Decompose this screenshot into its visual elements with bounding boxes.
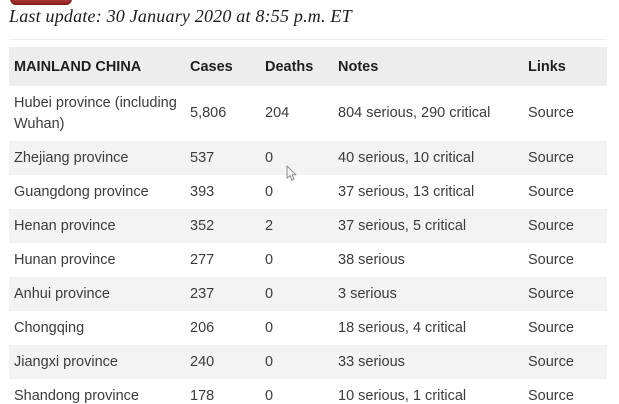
cases-cell: 178	[190, 387, 215, 404]
region-cell: Jiangxi province	[14, 353, 118, 370]
source-link[interactable]: Source	[528, 285, 574, 302]
deaths-cell: 0	[265, 319, 274, 336]
notes-cell: 3 serious	[338, 285, 397, 302]
table-row: Anhui province 237 0 3 serious Source	[9, 277, 607, 311]
last-update-text: Last update: 30 January 2020 at 8:55 p.m…	[9, 6, 352, 26]
deaths-cell: 0	[265, 285, 274, 302]
source-link[interactable]: Source	[528, 149, 574, 166]
deaths-cell: 204	[265, 105, 290, 121]
region-cell: Chongqing	[14, 319, 85, 336]
table-row: Hunan province 277 0 38 serious Source	[9, 243, 607, 277]
cases-cell: 237	[190, 285, 215, 302]
table-row: Henan province 352 2 37 serious, 5 criti…	[9, 209, 607, 243]
notes-cell: 40 serious, 10 critical	[338, 149, 475, 166]
notes-cell: 38 serious	[338, 251, 405, 268]
column-header-links: Links	[528, 58, 566, 75]
cases-cell: 240	[190, 353, 215, 370]
notes-cell: 37 serious, 13 critical	[338, 183, 475, 200]
source-link[interactable]: Source	[528, 353, 574, 370]
source-link[interactable]: Source	[528, 183, 574, 200]
cases-cell: 352	[190, 217, 215, 234]
region-cell: Henan province	[14, 217, 116, 234]
region-cell: Zhejiang province	[14, 149, 129, 166]
notes-cell: 37 serious, 5 critical	[338, 217, 467, 234]
source-link[interactable]: Source	[528, 387, 574, 404]
table-row: Jiangxi province 240 0 33 serious Source	[9, 345, 607, 379]
cases-cell: 537	[190, 149, 215, 166]
cases-cell: 277	[190, 251, 215, 268]
red-accent-tab	[10, 0, 72, 5]
table-row: Hubei province (including Wuhan) 5,806 2…	[9, 86, 607, 141]
deaths-cell: 2	[265, 217, 274, 234]
column-header-deaths: Deaths	[265, 58, 314, 75]
table-body: Hubei province (including Wuhan) 5,806 2…	[9, 86, 607, 404]
deaths-cell: 0	[265, 387, 274, 404]
deaths-cell: 0	[265, 353, 274, 370]
column-header-cases: Cases	[190, 58, 233, 75]
table-row: Guangdong province 393 0 37 serious, 13 …	[9, 175, 607, 209]
table-row: Chongqing 206 0 18 serious, 4 critical S…	[9, 311, 607, 345]
cases-table: MAINLAND CHINA Cases Deaths Notes Links …	[9, 47, 607, 404]
notes-cell: 18 serious, 4 critical	[338, 319, 467, 336]
cases-cell: 393	[190, 183, 215, 200]
deaths-cell: 0	[265, 183, 274, 200]
deaths-cell: 0	[265, 251, 274, 268]
source-link[interactable]: Source	[528, 319, 574, 336]
divider-line	[9, 39, 607, 40]
region-cell: Guangdong province	[14, 183, 149, 200]
table-row: Zhejiang province 537 0 40 serious, 10 c…	[9, 141, 607, 175]
cases-cell: 206	[190, 319, 215, 336]
deaths-cell: 0	[265, 149, 274, 166]
region-cell: Anhui province	[14, 285, 110, 302]
notes-cell: 33 serious	[338, 353, 405, 370]
source-link[interactable]: Source	[528, 105, 574, 121]
source-link[interactable]: Source	[528, 251, 574, 268]
table-header-row: MAINLAND CHINA Cases Deaths Notes Links	[9, 47, 607, 86]
region-cell: Hubei province (including Wuhan)	[14, 94, 177, 132]
notes-cell: 10 serious, 1 critical	[338, 387, 467, 404]
notes-cell: 804 serious, 290 critical	[338, 105, 491, 121]
region-cell: Hunan province	[14, 251, 116, 268]
table-row: Shandong province 178 0 10 serious, 1 cr…	[9, 379, 607, 404]
column-header-notes: Notes	[338, 58, 379, 75]
source-link[interactable]: Source	[528, 217, 574, 234]
cases-cell: 5,806	[190, 105, 227, 121]
column-header-region: MAINLAND CHINA	[14, 58, 142, 75]
region-cell: Shandong province	[14, 387, 139, 404]
